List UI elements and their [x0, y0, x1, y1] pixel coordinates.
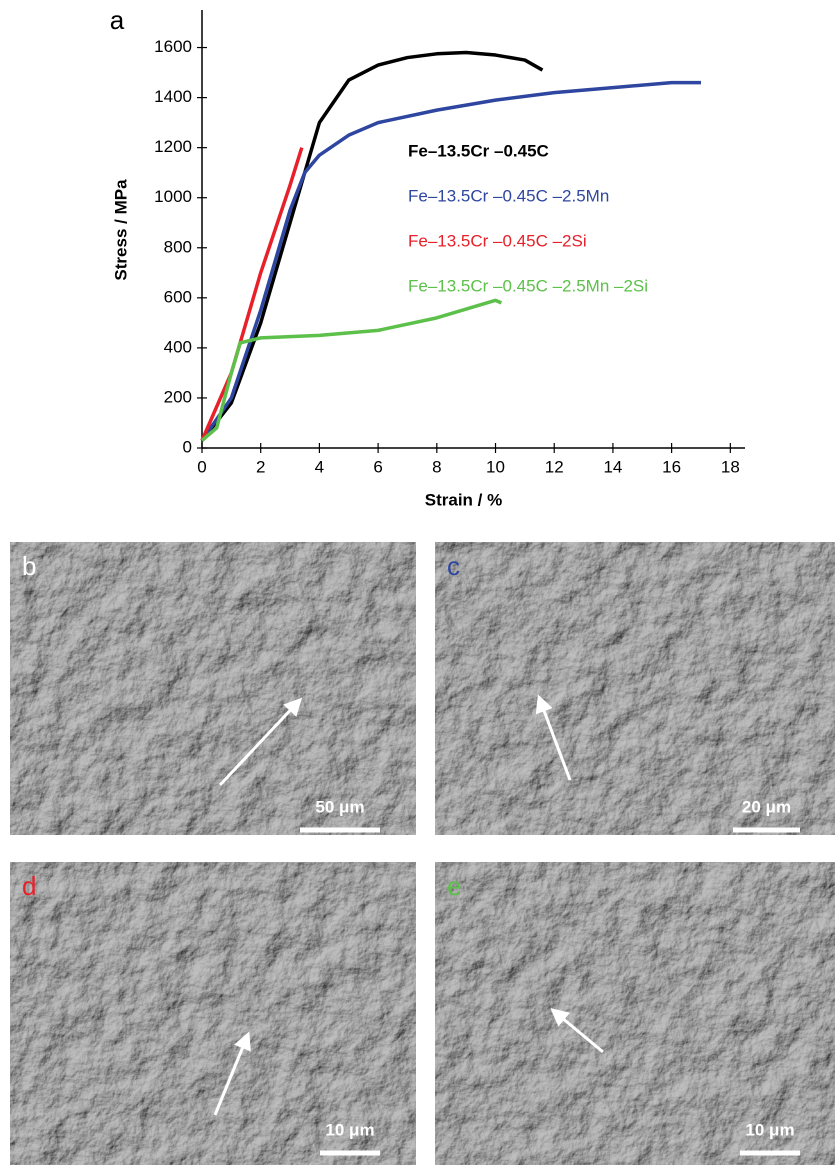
panel-label: d: [22, 871, 36, 901]
legend-entry: Fe–13.5Cr –0.45C –2Si: [408, 231, 587, 250]
x-tick-label: 4: [315, 457, 324, 476]
x-tick-label: 2: [256, 457, 265, 476]
panel-label: b: [22, 551, 36, 581]
scale-bar-label: 10 μm: [325, 1120, 374, 1139]
panel-label: e: [447, 871, 461, 901]
series-line: [202, 83, 701, 441]
panel-label: c: [447, 551, 460, 581]
y-tick-label: 200: [164, 387, 192, 406]
sem-panel: b 50 μm: [10, 542, 416, 835]
scale-bar-label: 10 μm: [745, 1120, 794, 1139]
legend-entry: Fe–13.5Cr –0.45C: [408, 141, 549, 160]
series-line: [202, 148, 302, 441]
sem-panel: d 10 μm: [10, 862, 416, 1165]
x-tick-label: 14: [603, 457, 622, 476]
scale-bar-label: 50 μm: [315, 797, 364, 816]
panel-label: a: [110, 5, 125, 35]
x-tick-label: 18: [721, 457, 740, 476]
y-axis-label: Stress / MPa: [111, 179, 130, 281]
legend-entry: Fe–13.5Cr –0.45C –2.5Mn –2Si: [408, 276, 648, 295]
scale-bar-label: 20 μm: [742, 797, 791, 816]
x-tick-label: 8: [432, 457, 441, 476]
figure: a 0 200 400 600 800 1000 1200 1400 1600 0 2 4 6 8 10 12 1…: [0, 0, 835, 1165]
x-tick-label: 0: [197, 457, 206, 476]
x-tick-label: 6: [373, 457, 382, 476]
x-tick-label: 10: [486, 457, 505, 476]
y-tick-label: 600: [164, 287, 192, 306]
x-tick-label: 16: [662, 457, 681, 476]
x-tick-label: 12: [545, 457, 564, 476]
y-tick-label: 0: [183, 437, 192, 456]
y-tick-label: 1000: [154, 187, 192, 206]
y-tick-label: 1400: [154, 87, 192, 106]
sem-panel: e 10 μm: [435, 862, 835, 1165]
y-tick-label: 800: [164, 237, 192, 256]
legend-entry: Fe–13.5Cr –0.45C –2.5Mn: [408, 186, 609, 205]
sem-panel: c 20 μm: [435, 542, 835, 835]
y-tick-label: 1200: [154, 137, 192, 156]
y-tick-label: 1600: [154, 37, 192, 56]
x-axis-label: Strain / %: [425, 490, 502, 509]
sem-image: [10, 542, 416, 835]
y-tick-label: 400: [164, 337, 192, 356]
sem-image: [435, 542, 835, 835]
